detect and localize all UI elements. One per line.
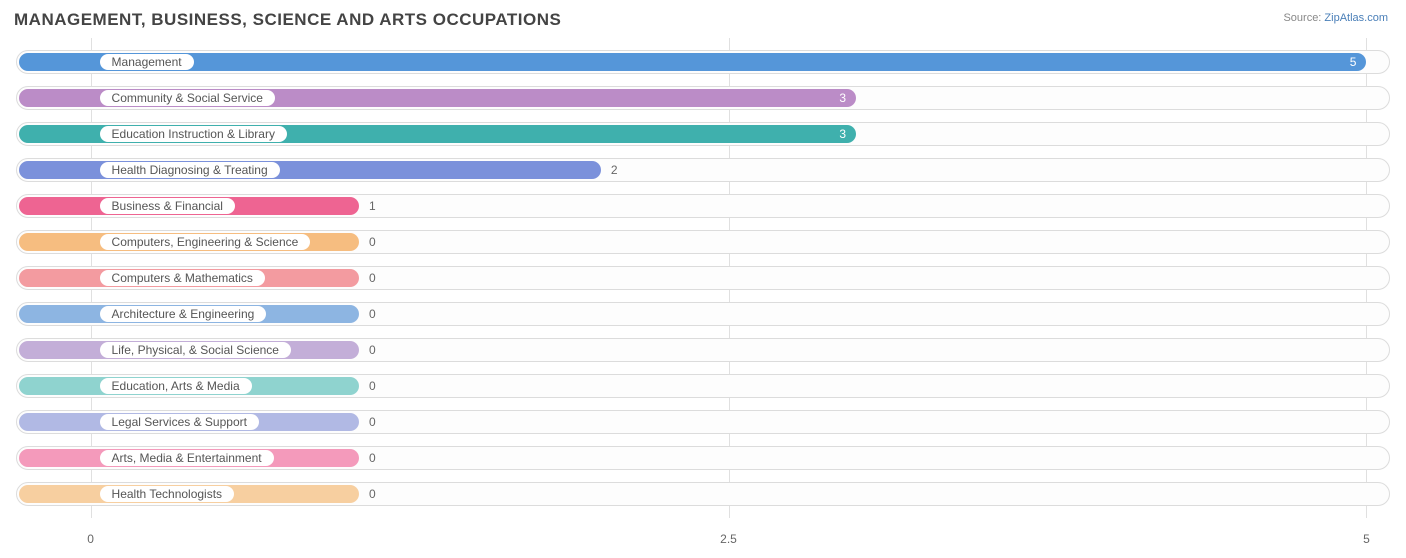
bar-label: Life, Physical, & Social Science [99,341,292,359]
bar-value: 0 [369,271,376,285]
bar-row: 0 Computers & Mathematics [14,264,1392,292]
bar-row: 1 Business & Financial [14,192,1392,220]
bar-label: Computers, Engineering & Science [99,233,312,251]
bar-row: 0 Education, Arts & Media [14,372,1392,400]
bar-label: Arts, Media & Entertainment [99,449,275,467]
bar-label: Health Technologists [99,485,236,503]
bar-row: 3Education Instruction & Library [14,120,1392,148]
source-link[interactable]: ZipAtlas.com [1324,12,1388,24]
bar-value: 2 [611,163,618,177]
bar-label: Computers & Mathematics [99,269,266,287]
bar-row: 5Management [14,48,1392,76]
bar-row: 0 Computers, Engineering & Science [14,228,1392,256]
bar-row: 2 Health Diagnosing & Treating [14,156,1392,184]
bar-value: 0 [369,343,376,357]
bar-value: 1 [369,199,376,213]
bar-value: 0 [369,379,376,393]
x-axis: 02.55 [14,532,1392,550]
bar-value: 0 [369,307,376,321]
bar-label: Business & Financial [99,197,236,215]
bar-label: Education, Arts & Media [99,377,253,395]
bar-value: 0 [369,487,376,501]
x-tick-label: 0 [87,532,94,546]
bar-label: Legal Services & Support [99,413,260,431]
bar-label: Health Diagnosing & Treating [99,161,281,179]
bar-row: 0 Arts, Media & Entertainment [14,444,1392,472]
bar-value: 0 [369,451,376,465]
bar-label: Architecture & Engineering [99,305,268,323]
bar-row: 0 Architecture & Engineering [14,300,1392,328]
chart-title: MANAGEMENT, BUSINESS, SCIENCE AND ARTS O… [14,10,1392,30]
source-prefix: Source: [1283,12,1324,24]
bar-row: 3Community & Social Service [14,84,1392,112]
plot-area: 5Management 3Community & Social Service 3E… [14,38,1392,518]
bar-row: 0 Life, Physical, & Social Science [14,336,1392,364]
bar-row: 0 Health Technologists [14,480,1392,508]
bar-label: Education Instruction & Library [99,125,288,143]
bar-label: Community & Social Service [99,89,276,107]
bar-row: 0 Legal Services & Support [14,408,1392,436]
chart-container: MANAGEMENT, BUSINESS, SCIENCE AND ARTS O… [0,0,1406,558]
x-tick-label: 5 [1363,532,1370,546]
bar-label: Management [99,53,195,71]
x-tick-label: 2.5 [720,532,737,546]
bar-value: 0 [369,415,376,429]
bar-fill: 5 [19,53,1366,71]
bar-value: 0 [369,235,376,249]
source-attribution: Source: ZipAtlas.com [1283,12,1388,24]
bars-list: 5Management 3Community & Social Service 3E… [14,38,1392,518]
